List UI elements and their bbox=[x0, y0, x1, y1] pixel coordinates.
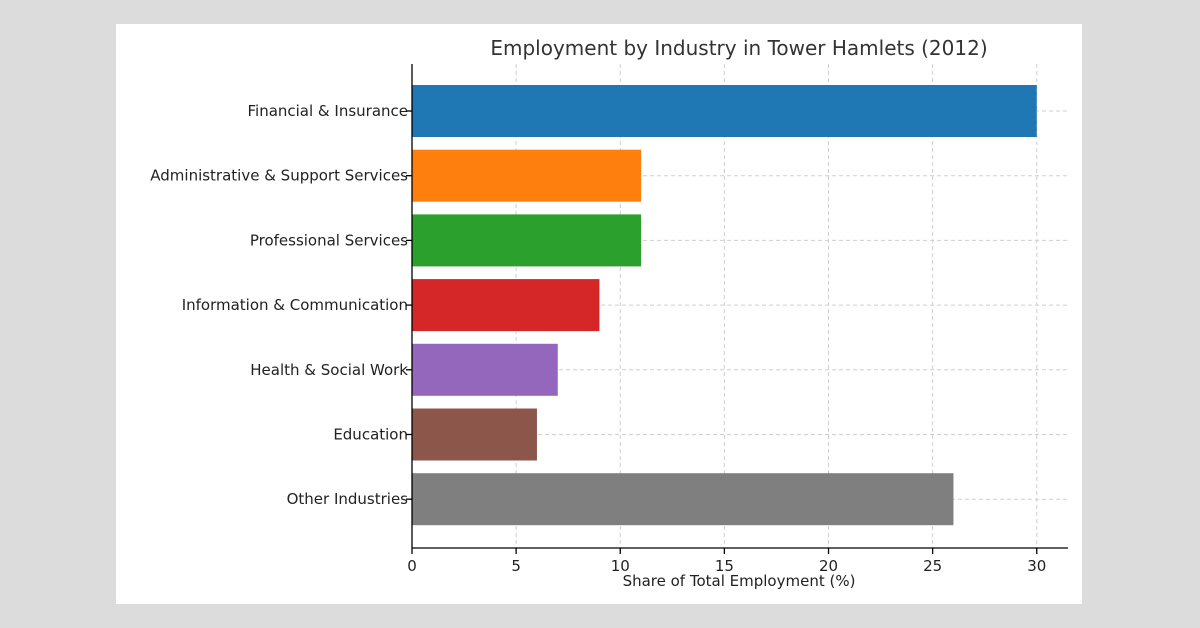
category-label: Professional Services bbox=[250, 231, 408, 249]
x-tick-label: 0 bbox=[407, 557, 417, 575]
bar-information-communication bbox=[412, 279, 600, 332]
x-ticks: 0 5 10 15 20 25 30 bbox=[406, 110, 1046, 575]
bars bbox=[412, 85, 1037, 526]
category-label: Health & Social Work bbox=[250, 361, 408, 379]
bar-financial-insurance bbox=[412, 85, 1037, 137]
category-label: Information & Communication bbox=[182, 296, 408, 314]
x-tick-label: 30 bbox=[1027, 557, 1046, 575]
category-labels: Financial & Insurance Administrative & Su… bbox=[150, 102, 408, 508]
x-tick-label: 10 bbox=[611, 557, 630, 575]
bar-administrative-support-services bbox=[412, 149, 642, 202]
x-tick-label: 15 bbox=[715, 557, 734, 575]
bar-chart: Employment by Industry in Tower Hamlets … bbox=[150, 36, 1068, 590]
bar-health-social-work bbox=[412, 343, 558, 396]
category-label: Financial & Insurance bbox=[247, 102, 408, 120]
x-tick-label: 20 bbox=[819, 557, 838, 575]
bar-education bbox=[412, 408, 537, 461]
x-tick-label: 25 bbox=[923, 557, 942, 575]
chart-card: Employment by Industry in Tower Hamlets … bbox=[116, 24, 1082, 604]
bar-professional-services bbox=[412, 214, 642, 267]
x-tick-label: 5 bbox=[511, 557, 521, 575]
category-label: Education bbox=[333, 426, 408, 444]
category-label: Other Industries bbox=[287, 490, 409, 508]
bar-other-industries bbox=[412, 473, 954, 526]
chart-title: Employment by Industry in Tower Hamlets … bbox=[490, 36, 987, 60]
category-label: Administrative & Support Services bbox=[150, 167, 408, 185]
x-axis-label: Share of Total Employment (%) bbox=[623, 572, 856, 590]
